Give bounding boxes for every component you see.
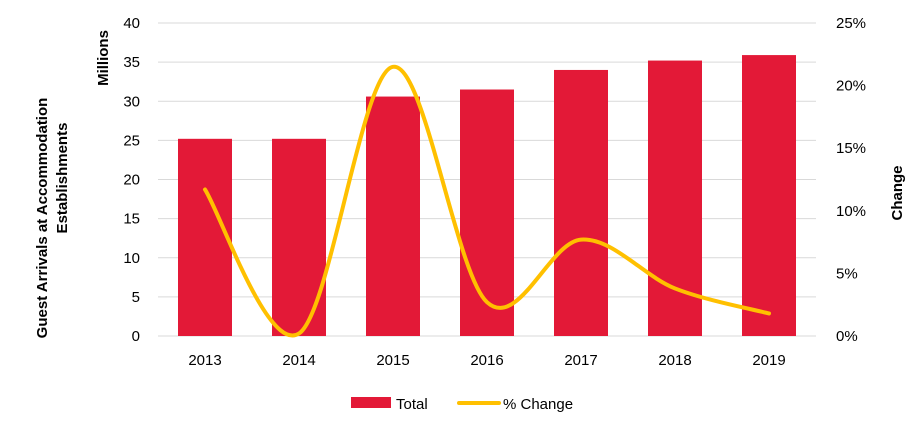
x-tick-label: 2016 xyxy=(470,352,503,369)
legend: Total % Change xyxy=(351,396,573,413)
x-tick-label: 2019 xyxy=(752,352,785,369)
y-right-title: Change xyxy=(889,165,906,220)
y-left-title-line1: Guest Arrivals at Accommodation xyxy=(34,98,51,339)
legend-label-change: % Change xyxy=(503,396,573,413)
y-right-tick-label: 0% xyxy=(836,328,858,345)
y-left-tick-label: 0 xyxy=(132,328,140,345)
x-tick-label: 2018 xyxy=(658,352,691,369)
y-left-tick-label: 15 xyxy=(123,211,140,228)
y-right-tick-label: 25% xyxy=(836,15,866,32)
y-left-ticks: 0 5 10 15 20 25 30 35 40 xyxy=(123,15,140,345)
x-tick-label: 2015 xyxy=(376,352,409,369)
y-left-tick-label: 5 xyxy=(132,289,140,306)
change-line xyxy=(203,64,771,338)
bar xyxy=(178,138,232,336)
bar xyxy=(554,69,608,336)
y-right-ticks: 0% 5% 10% 15% 20% 25% xyxy=(836,15,866,345)
y-left-title-line2: Establishments xyxy=(54,123,71,234)
y-left-tick-label: 35 xyxy=(123,54,140,71)
x-tick-label: 2013 xyxy=(188,352,221,369)
x-tick-label: 2014 xyxy=(282,352,315,369)
x-axis-ticks: 2013 2014 2015 2016 2017 2018 2019 xyxy=(188,352,785,369)
y-left-tick-label: 20 xyxy=(123,172,140,189)
x-tick-label: 2017 xyxy=(564,352,597,369)
y-left-tick-label: 40 xyxy=(123,15,140,32)
y-left-tick-label: 25 xyxy=(123,132,140,149)
bar-series-total xyxy=(178,55,796,337)
bar xyxy=(366,96,420,337)
line-series-change xyxy=(203,64,771,338)
y-right-tick-label: 10% xyxy=(836,203,866,220)
y-left-tick-label: 10 xyxy=(123,250,140,267)
y-left-unit-label: Millions xyxy=(95,30,112,86)
bar xyxy=(742,55,796,337)
y-right-tick-label: 20% xyxy=(836,78,866,95)
bar xyxy=(272,138,326,336)
legend-label-total: Total xyxy=(396,396,428,413)
y-left-tick-label: 30 xyxy=(123,93,140,110)
legend-swatch-total xyxy=(351,397,391,408)
bar xyxy=(460,89,514,336)
y-right-tick-label: 5% xyxy=(836,265,858,282)
y-right-tick-label: 15% xyxy=(836,140,866,157)
